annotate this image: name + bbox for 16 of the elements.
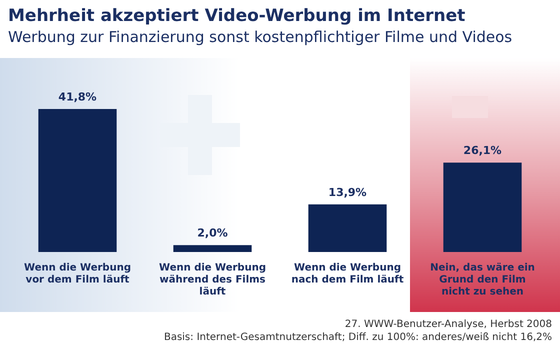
text: 27. WWW-Benutzer-Analyse, Herbst 2008 xyxy=(344,318,552,331)
x-tick-label: Wenn die Werbung vor dem Film läuft xyxy=(24,262,131,286)
text: Basis: Internet-Gesamtnutzerschaft; Diff. zu 100%: anderes/weiß nicht 16,2% xyxy=(164,331,552,344)
x-tick-label: Wenn die Werbung nach dem Film läuft xyxy=(291,262,404,286)
chart-title: Mehrheit akzeptiert Video-Werbung im Internet xyxy=(8,6,466,26)
bar xyxy=(308,204,387,252)
x-tick-label: Nein, das wäre ein Grund den Film nicht zu sehen xyxy=(430,262,535,298)
bar xyxy=(173,245,252,252)
x-tick-label: Wenn die Werbung während des Films läuft xyxy=(159,262,266,298)
data-label: 2,0% xyxy=(197,226,228,240)
data-label: 13,9% xyxy=(328,186,367,199)
data-label: 41,8% xyxy=(58,90,97,104)
chart-subtitle: Werbung zur Finanzierung sonst kostenpflichtiger Filme und Videos xyxy=(8,28,512,46)
bar xyxy=(443,162,522,252)
bar xyxy=(38,108,117,252)
data-label: 26,1% xyxy=(463,144,502,158)
